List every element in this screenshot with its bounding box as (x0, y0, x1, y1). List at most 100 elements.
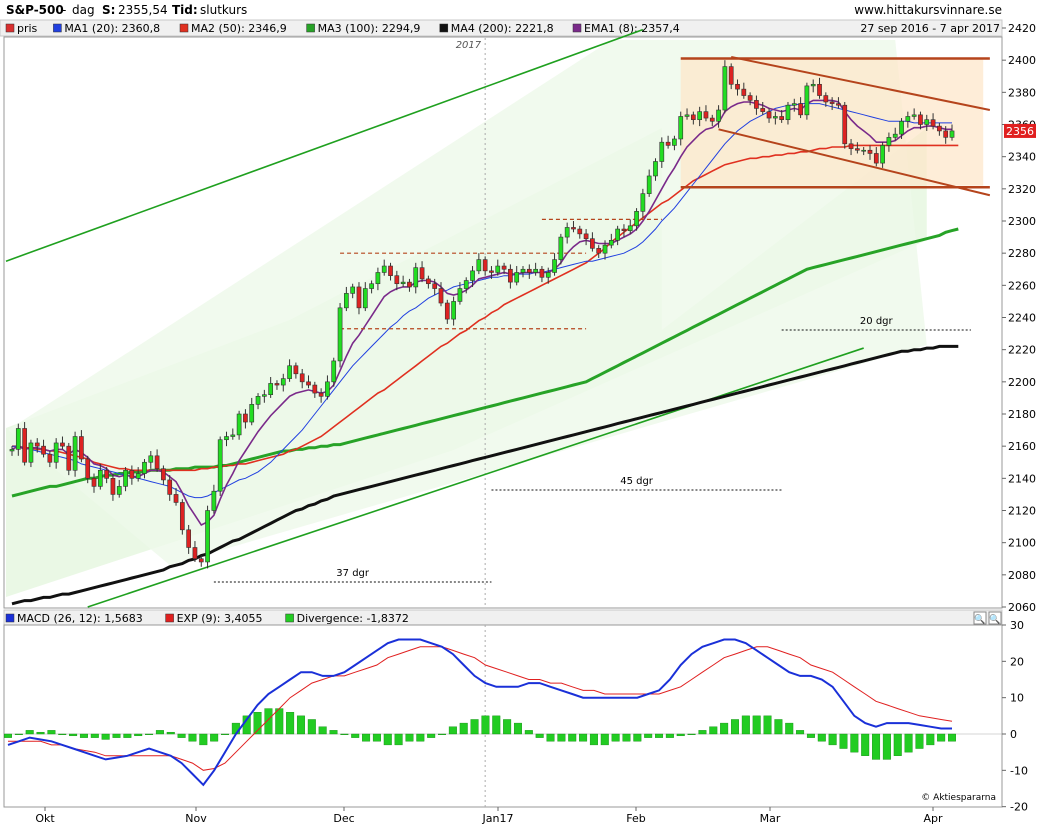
candle-body (873, 153, 879, 164)
divergence-bar (25, 730, 34, 735)
macd-legend-swatch (285, 613, 294, 623)
candle-body (867, 149, 873, 154)
zoom-out-icon[interactable] (988, 611, 1002, 625)
price-tick-label: 2320 (1008, 183, 1036, 196)
candle-body (539, 268, 545, 278)
divergence-bar (839, 733, 848, 749)
candle-body (413, 267, 419, 288)
macd-tick-label: 20 (1010, 655, 1024, 668)
price-axis: 2060 2080 2100 2120 2140 2160 2180 2200 2220 2240… (1002, 22, 1036, 614)
macd-tick-label: 10 (1010, 692, 1024, 705)
period-label: dag (72, 3, 95, 17)
divergence-bar (665, 733, 674, 738)
candle-body (905, 116, 911, 122)
divergence-bar (101, 733, 110, 740)
x-tick-label: Jan17 (482, 812, 514, 825)
candle-body (621, 228, 627, 231)
current-price-badge (1004, 123, 1036, 138)
legend-label-5: EMA1 (8): 2357,4 (584, 22, 680, 35)
price-tick-label: 2200 (1008, 376, 1036, 389)
price-tick-label: 2340 (1008, 151, 1036, 164)
macd-tick-label: -20 (1010, 801, 1028, 814)
macd-plot-area (4, 625, 1002, 807)
divergence-bar (524, 730, 533, 735)
macd-legend-swatch (5, 613, 15, 623)
legend-label-3: MA3 (100): 2294,9 (318, 22, 421, 35)
divergence-bar (589, 733, 598, 746)
candle-body (552, 259, 557, 273)
candle-body (72, 436, 78, 471)
candle-body (161, 468, 166, 481)
candle-body (709, 117, 715, 122)
candle-body (583, 233, 589, 239)
ma50-line (12, 144, 959, 472)
candle-body (312, 384, 318, 394)
channel-top-line (730, 55, 991, 112)
divergence-bar (904, 733, 913, 753)
divergence-bar (503, 719, 512, 735)
divergence-bar (221, 733, 230, 736)
divergence-bar (611, 733, 620, 742)
signal-line (8, 646, 953, 771)
divergence-bar (633, 733, 642, 742)
candle-body (785, 104, 791, 120)
x-axis: Okt Nov Dec Jan17 Feb Mar Apr (35, 807, 943, 825)
candle-body (930, 119, 936, 127)
candle-body (287, 365, 292, 379)
price-tick-label: 2280 (1008, 247, 1036, 260)
candle-body (798, 103, 803, 116)
price-tick-label: 2240 (1008, 312, 1036, 325)
divergence-bar (622, 733, 631, 742)
candle-body (249, 404, 255, 423)
divergence-bar (112, 733, 121, 738)
divergence-bar (752, 715, 761, 735)
candle-body (350, 286, 356, 294)
candle-body (362, 288, 368, 309)
candle-body (773, 116, 778, 119)
candle-body (211, 490, 217, 511)
candle-body (810, 83, 816, 87)
last-label: S: (102, 3, 115, 17)
macd-tick-label: -10 (1010, 764, 1028, 777)
legend-label-2: MA2 (50): 2346,9 (191, 22, 287, 35)
lower-trendline (87, 347, 864, 608)
candle-body (135, 473, 141, 479)
candle-body (937, 125, 942, 132)
price-legend: pris MA1 (20): 2360,8 MA2 (50): 2346,9 MA3 … (5, 22, 680, 35)
divergence-bar (579, 733, 588, 742)
candle-body (280, 378, 286, 386)
divergence-bar (286, 712, 295, 735)
candle-body (28, 442, 34, 463)
candle-body (943, 130, 949, 138)
candle-body (15, 428, 21, 450)
candle-body (451, 301, 456, 320)
divergence-bar (177, 733, 186, 738)
candle-body (173, 494, 179, 503)
candle-body (142, 461, 147, 474)
candle-body (41, 445, 46, 455)
candle-body (842, 104, 848, 145)
divergence-bar (372, 733, 381, 742)
candle-body (672, 138, 677, 146)
price-tick-label: 2100 (1008, 537, 1036, 550)
candle-body (34, 442, 40, 447)
ma200-line (11, 344, 959, 606)
x-tick-label: Nov (185, 812, 207, 825)
divergence-bar (828, 733, 837, 746)
x-tick-label: Apr (923, 812, 943, 825)
candle-body (911, 114, 917, 117)
price-tick-label: 2080 (1008, 569, 1036, 582)
candle-body (356, 286, 362, 309)
divergence-bar (318, 726, 327, 735)
divergence-bar (362, 733, 371, 742)
candle-body (791, 103, 797, 106)
candle-body (760, 108, 766, 112)
period-dash: - (62, 3, 66, 17)
divergence-bar (546, 733, 555, 742)
x-tick-label: Feb (626, 812, 645, 825)
zoom-in-icon[interactable] (973, 611, 987, 625)
zoom-controls[interactable]: 🔍 🔍 (973, 611, 1002, 625)
divergence-bar (600, 733, 609, 746)
divergence-bar (492, 715, 501, 735)
symbol-title: S&P-500 (6, 3, 64, 17)
